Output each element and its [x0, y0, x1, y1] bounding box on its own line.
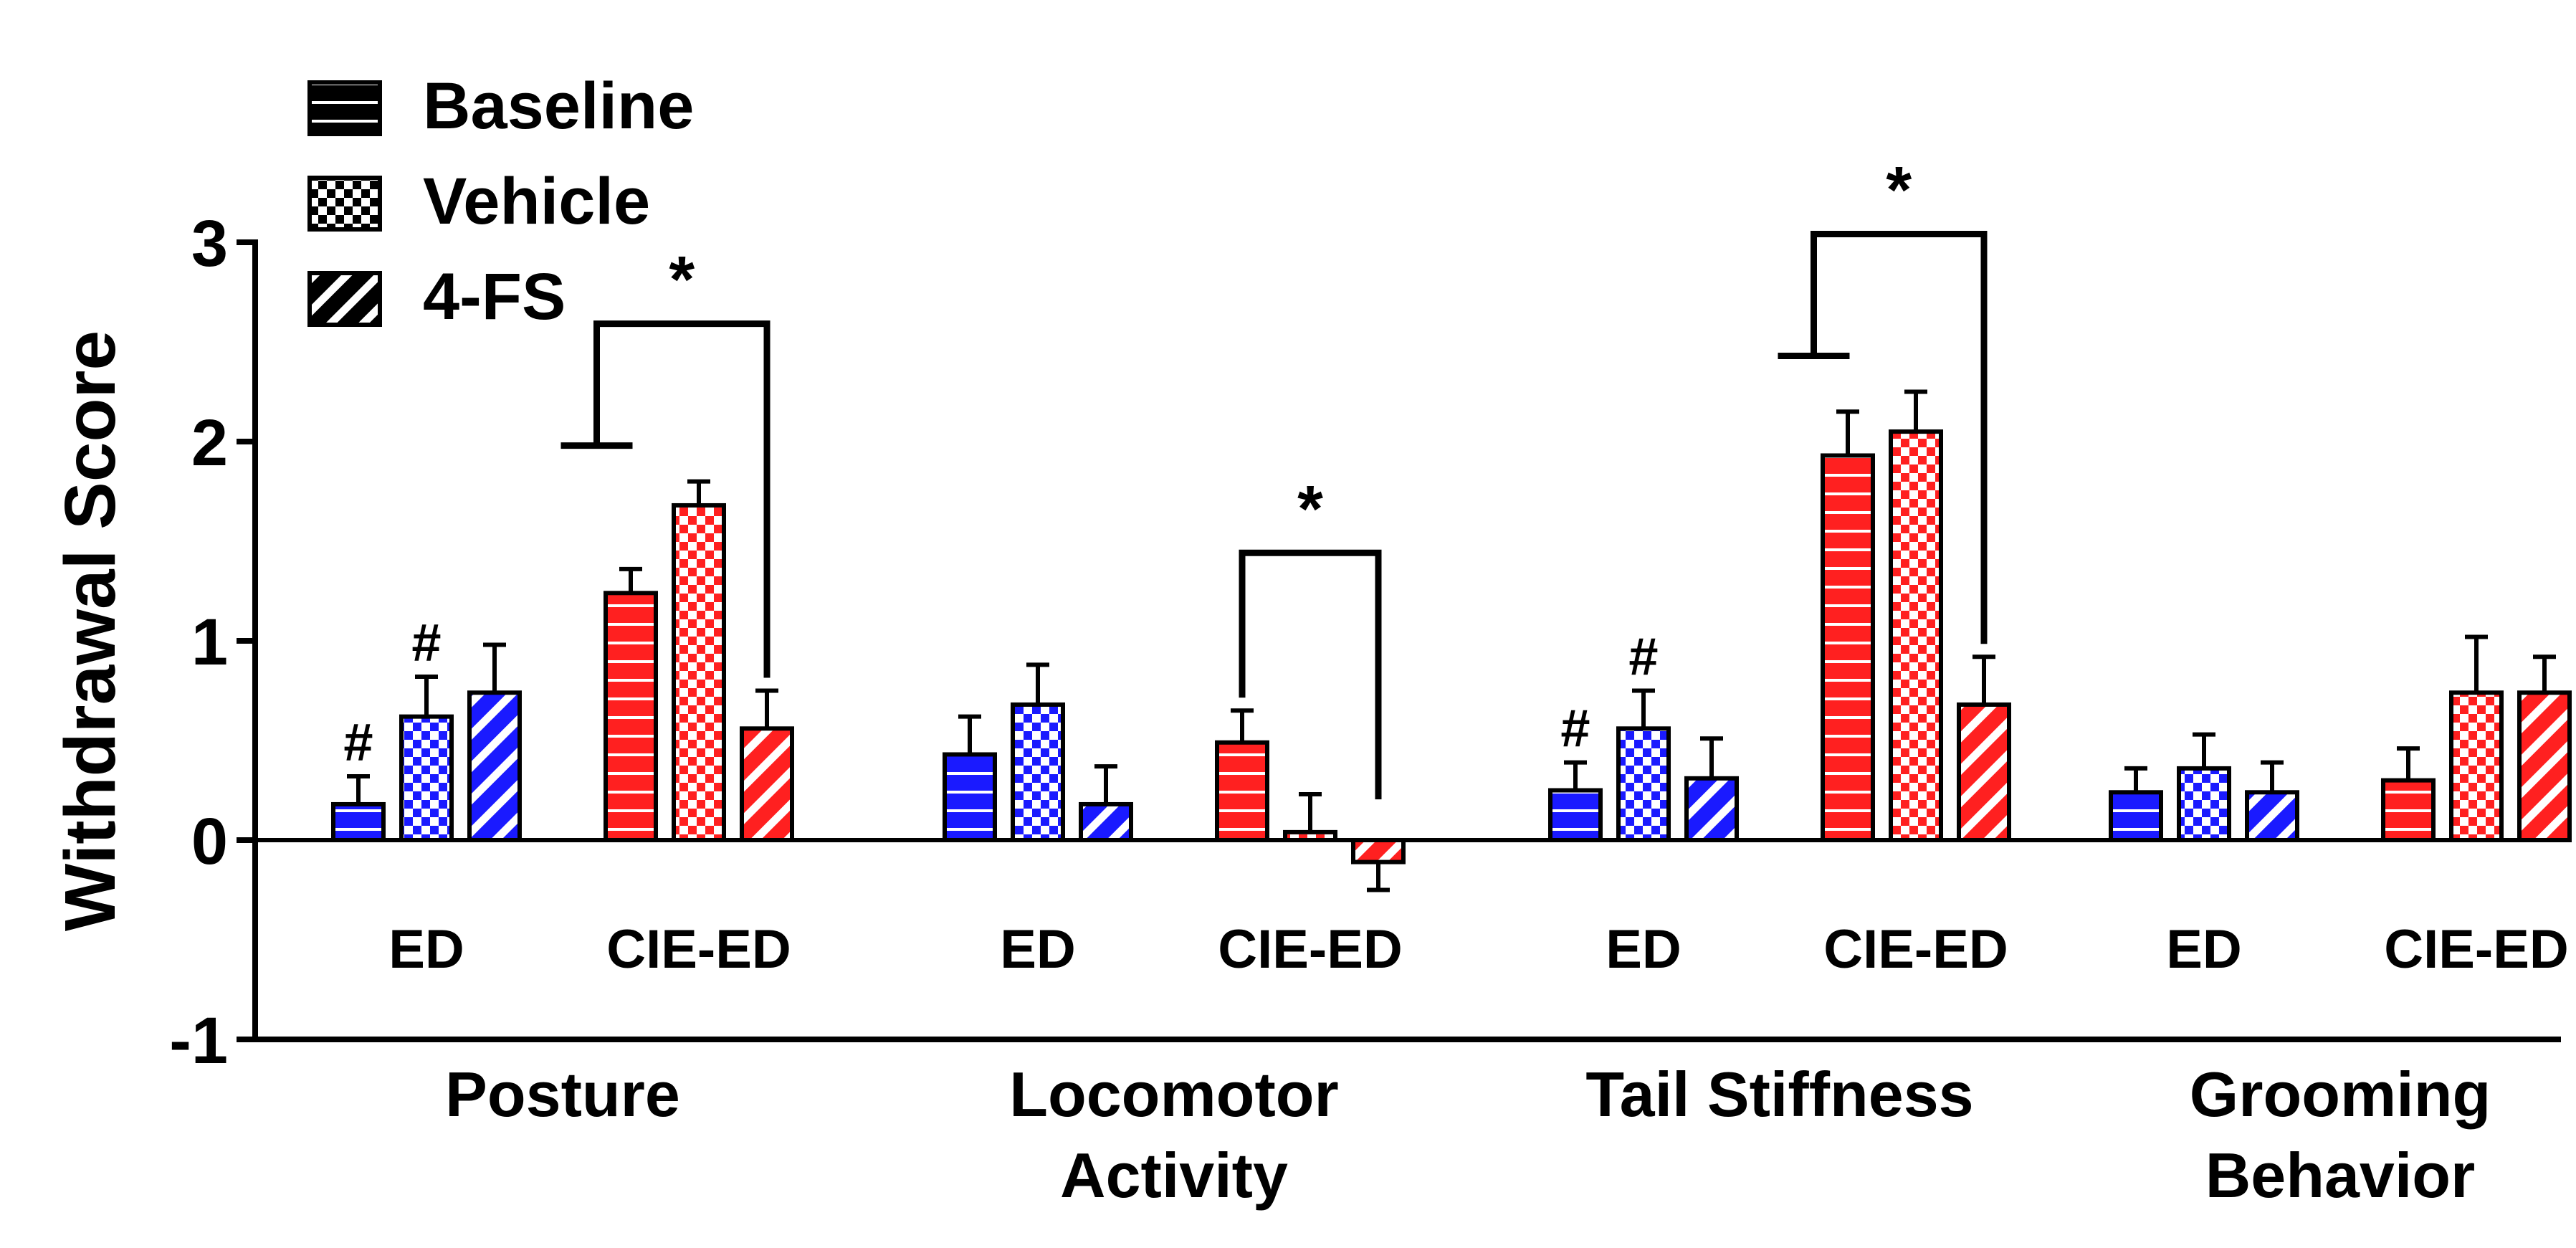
bars-layer: [331, 389, 2572, 892]
y-tick-label: 1: [191, 606, 228, 679]
significance-star: *: [1886, 154, 1912, 227]
bar: [1889, 429, 1943, 842]
legend-label: 4-FS: [423, 260, 566, 333]
significance-hash: #: [1628, 627, 1658, 687]
bar: [467, 690, 522, 843]
significance-star: *: [1297, 472, 1323, 546]
legend: Baseline Vehicle 4-FS: [307, 70, 694, 333]
significance-star: *: [669, 244, 695, 317]
bar: [1821, 453, 1875, 842]
bar: [1548, 788, 1603, 842]
group-label: CIE-ED: [1218, 919, 1403, 980]
group-label: ED: [1000, 919, 1076, 980]
y-tick-label: 3: [191, 207, 228, 280]
measure-label: Behavior: [2205, 1140, 2476, 1211]
y-tick-label: -1: [169, 1004, 228, 1077]
bar: [1215, 740, 1269, 843]
bar: [2177, 766, 2231, 843]
measure-label: Grooming: [2190, 1059, 2491, 1130]
legend-swatch-horizontal-stripes: [307, 80, 382, 136]
bar: [943, 752, 997, 842]
measure-label: Locomotor: [1009, 1059, 1339, 1130]
significance-hash: #: [411, 613, 441, 672]
bar: [1079, 801, 1133, 842]
group-label: ED: [2166, 919, 2242, 980]
y-tick-label: 2: [191, 406, 228, 480]
legend-swatch-diagonal-stripes: [307, 271, 382, 327]
significance-bracket: [1778, 231, 1988, 644]
y-axis: Withdrawal Score -1 0 1 2 3: [50, 207, 258, 1077]
bar: [2245, 790, 2299, 843]
legend-label: Vehicle: [423, 165, 650, 238]
bar: [672, 502, 726, 843]
bar: [2449, 690, 2504, 843]
bar: [1957, 702, 2011, 843]
x-labels-layer: ED CIE-ED Posture ED CIE-ED Locomotor Activity…: [388, 919, 2569, 1211]
bar: [399, 714, 454, 843]
measure-label: Tail Stiffness: [1585, 1059, 1973, 1130]
y-axis-label: Withdrawal Score: [50, 330, 130, 931]
y-tick-label: 0: [191, 805, 228, 878]
annotations-layer: # # * * # # *: [343, 154, 1988, 800]
significance-bracket: [1239, 549, 1382, 800]
significance-hash: #: [343, 713, 373, 772]
bar: [740, 726, 794, 842]
significance-bracket: [560, 320, 771, 678]
bar: [604, 591, 658, 843]
measure-label: Activity: [1060, 1140, 1288, 1211]
legend-label: Baseline: [423, 70, 694, 143]
group-label: CIE-ED: [2384, 919, 2569, 980]
group-label: ED: [1606, 919, 1681, 980]
legend-swatch-checkerboard: [307, 176, 382, 232]
bar: [2109, 790, 2163, 843]
bar: [1616, 726, 1671, 842]
significance-hash: #: [1560, 699, 1590, 758]
bar: [1684, 776, 1739, 842]
group-label: ED: [388, 919, 464, 980]
group-label: CIE-ED: [1823, 919, 2008, 980]
bar: [2517, 690, 2572, 843]
bar: [331, 801, 386, 842]
measure-label: Posture: [445, 1059, 680, 1130]
group-label: CIE-ED: [606, 919, 791, 980]
bar: [2381, 778, 2436, 842]
bar: [1283, 829, 1337, 843]
bar: [1011, 702, 1065, 843]
bar: [1351, 838, 1406, 864]
